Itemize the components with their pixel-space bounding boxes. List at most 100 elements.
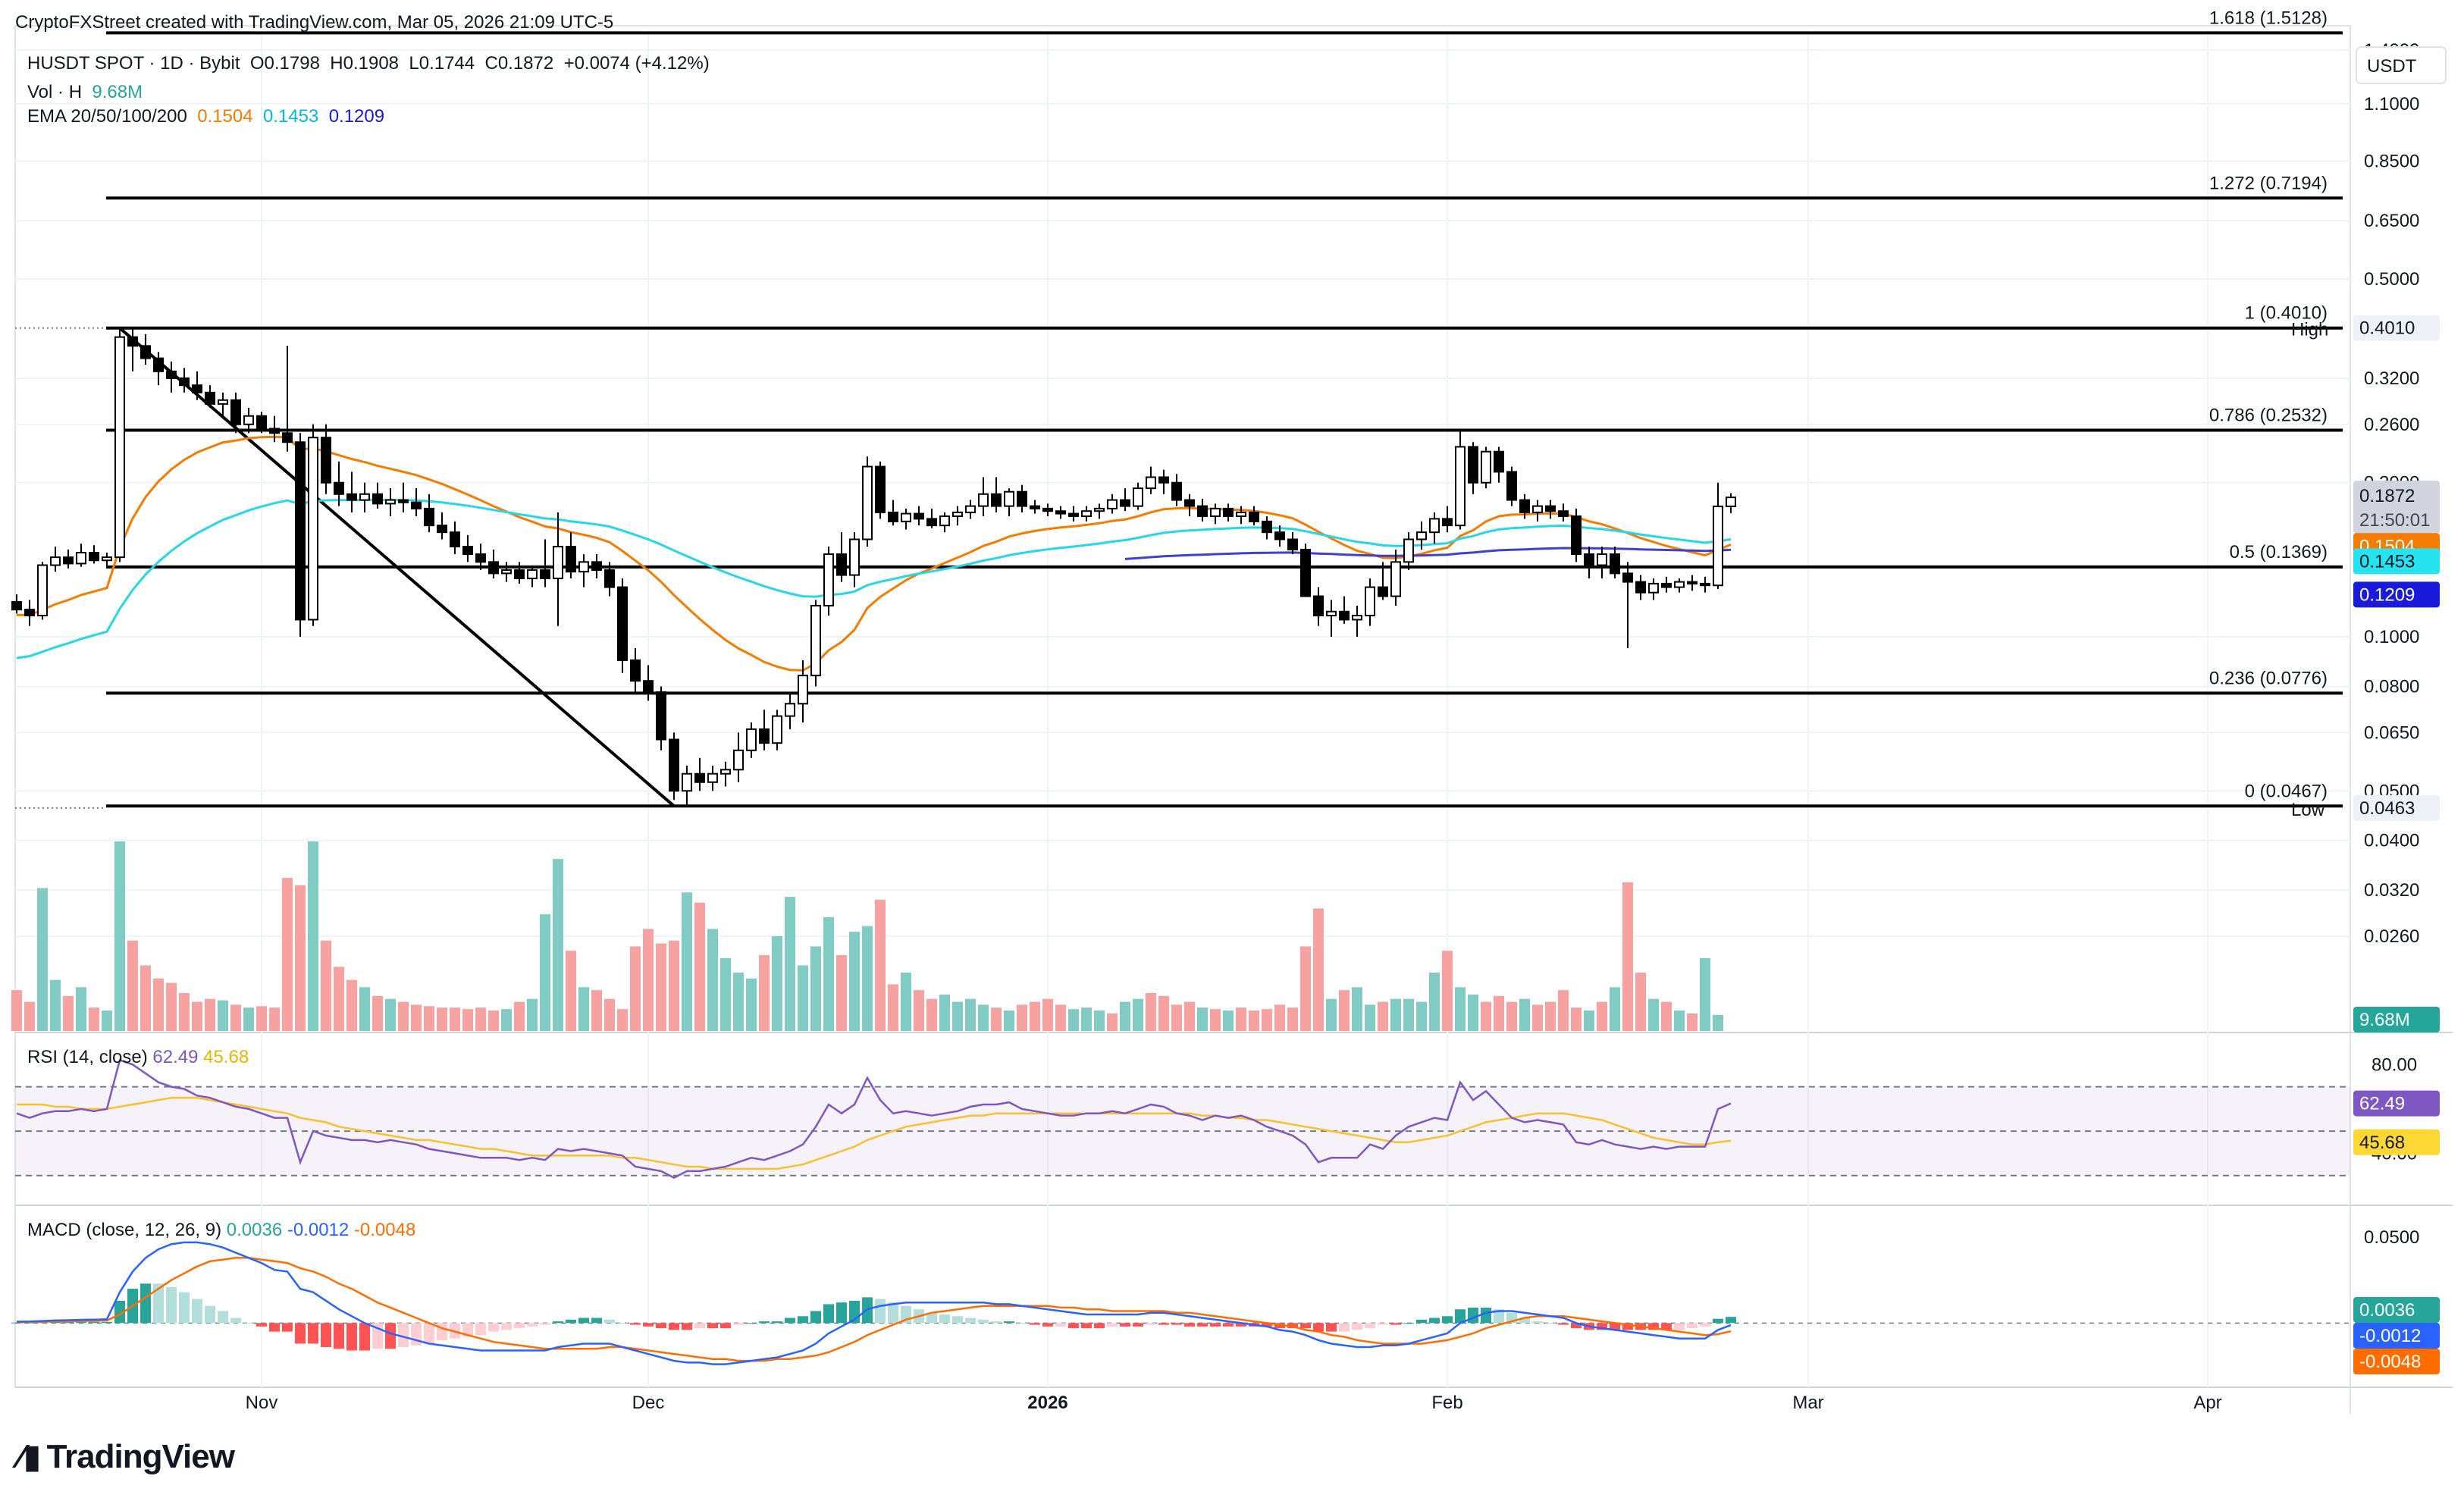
macd-histogram-bar [1158,1323,1169,1325]
symbol-line: HUSDT SPOT · 1D · Bybit O0.1798 H0.1908 … [27,53,710,74]
candle [746,722,757,758]
macd-histogram-bar [462,1323,473,1337]
macd-histogram-bar [230,1318,241,1324]
volume-bar [1635,973,1646,1031]
candle-body [308,437,318,621]
macd-histogram-bar [385,1323,396,1349]
candle-body [1352,615,1362,621]
volume-label[interactable]: Vol · H [27,82,83,102]
candle-body [952,511,963,517]
macd-histogram-bar [1661,1323,1672,1330]
open-value: 0.1798 [264,53,320,74]
high-value: 0.1908 [343,53,400,74]
macd-histogram-bar [1713,1318,1723,1324]
high-label: High [2291,320,2328,340]
candle-body [372,493,383,505]
candle-body [1236,511,1246,517]
macd-histogram-bar [1068,1323,1079,1329]
volume-bar [230,1004,241,1031]
candle-body [256,415,267,430]
candle [192,371,202,400]
ema-label[interactable]: EMA 20/50/100/200 [27,106,187,127]
volume-bar [372,995,383,1031]
candle-body [1262,520,1272,534]
candle-body [1571,515,1582,556]
candle [295,433,306,637]
volume-bar [1107,1013,1118,1031]
candle [1249,506,1259,526]
candle [1442,506,1453,533]
candle [282,346,293,452]
rsi-value-tag: 62.49 [2353,1090,2440,1117]
candle-body [1584,553,1594,566]
macd-hist-tag-bg [2353,1297,2440,1323]
macd-histogram-bar [1481,1307,1491,1324]
candle [785,691,795,729]
y-tick-label: 0.2600 [2364,415,2419,435]
candle [591,554,602,579]
candle [1455,428,1466,530]
candle [978,477,989,516]
volume-bar [707,929,718,1031]
rsi-legend-value: 62.49 [152,1047,203,1067]
unit-box [2356,46,2447,84]
candle [37,562,48,620]
candle [1210,503,1221,525]
macd-histogram-bar [1532,1321,1543,1324]
macd-histogram-bar [798,1316,808,1324]
tradingview-logo[interactable]: ⁄▮ TradingView [18,1437,235,1476]
rsi-tick-label: 80.00 [2372,1054,2417,1075]
y-tick-label: 0.3200 [2364,368,2419,389]
volume-bar [1519,998,1530,1031]
macd-histogram-bar [192,1299,202,1324]
rsi-ma-tag: 45.68 [2353,1129,2440,1155]
rsi-legend-ma-value: 45.68 [203,1047,249,1067]
candle [1184,494,1195,516]
volume-bar [901,973,911,1031]
candle [475,544,486,570]
volume-bar [1223,1010,1234,1031]
candle-body [1468,446,1478,484]
rsi-value-tag-text: 62.49 [2359,1094,2405,1114]
candle [1403,532,1414,570]
candle-body [179,377,190,387]
volume-bar [76,987,86,1031]
volume-bar [1468,994,1478,1031]
candle-body [1635,581,1646,594]
candle [1597,547,1607,579]
candle [656,686,666,750]
y-tick-label: 0.5000 [2364,269,2419,290]
low-value-tag-bg [2353,794,2440,821]
fib-label: 0.786 (0.2532) [2209,406,2328,426]
candle [1042,503,1053,516]
candle [1571,508,1582,562]
volume-bar [282,878,293,1031]
macd-histogram-bar [1262,1323,1272,1327]
ema200-tag-text: 0.1209 [2359,584,2415,605]
y-tick-label: 0.0260 [2364,926,2419,947]
volume-bar [849,932,860,1031]
macd-histogram-bar [656,1323,666,1329]
candle-body [424,507,434,527]
candle [759,710,770,750]
symbol-name[interactable]: HUSDT SPOT · 1D · Bybit [27,53,240,74]
volume-bar [256,1006,267,1031]
volume-bar [682,892,692,1031]
candle [1610,547,1620,579]
candle-body [1519,499,1530,513]
macd-histogram-bar [540,1323,550,1325]
volume-bar [462,1009,473,1031]
candle-body [488,561,499,575]
volume-bar [785,897,795,1031]
volume-bar [295,885,306,1031]
macd-histogram-bar [269,1323,280,1332]
candle [1055,506,1066,519]
candle-body [359,493,370,501]
candle-body [11,600,22,611]
candle-body [1068,512,1079,517]
candle-body [553,546,563,580]
volume-bar [1068,1009,1079,1031]
volume-bar [127,940,138,1031]
macd-histogram-bar [1597,1323,1607,1330]
candle-body [772,715,782,744]
